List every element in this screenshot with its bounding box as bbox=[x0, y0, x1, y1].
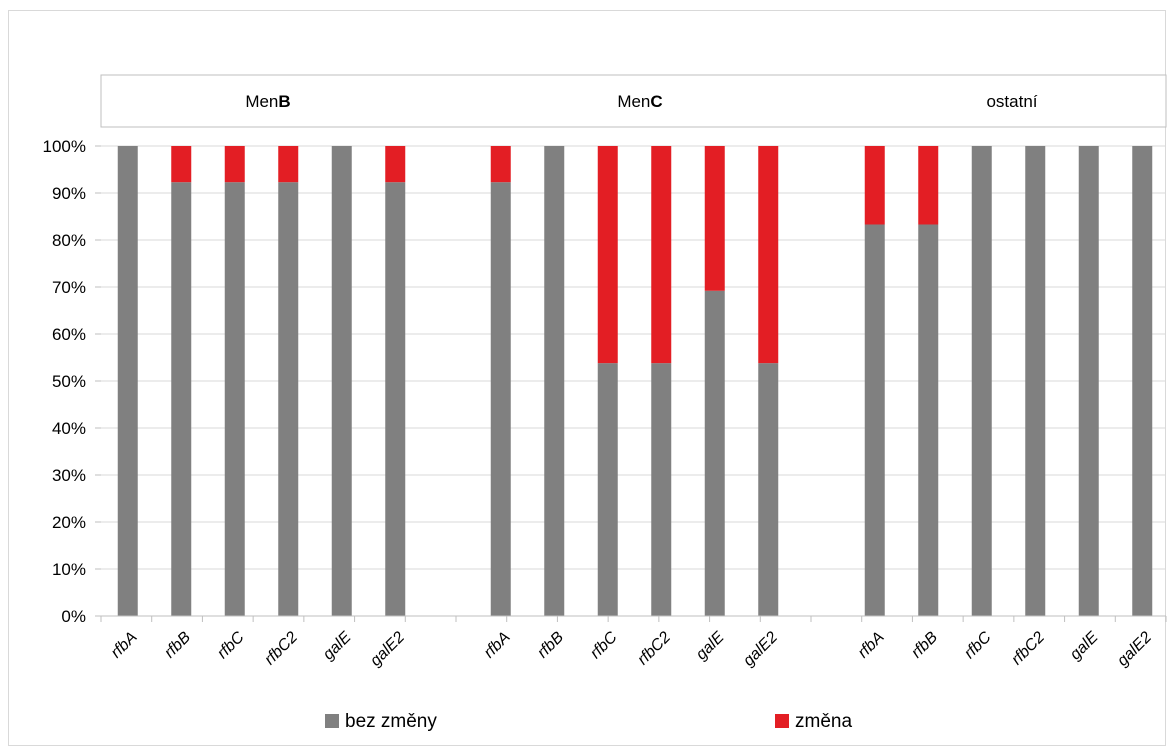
x-tick-label: rfbC2 bbox=[261, 629, 301, 669]
bar-bez-zmeny bbox=[331, 146, 352, 616]
x-tick-label: rfbC2 bbox=[1008, 629, 1048, 669]
bar-bez-zmeny bbox=[651, 363, 672, 616]
bar-bez-zmeny bbox=[490, 182, 511, 616]
y-tick-label: 90% bbox=[52, 184, 86, 203]
y-tick-label: 60% bbox=[52, 325, 86, 344]
bar-bez-zmeny bbox=[171, 182, 192, 616]
x-tick-label: rfbC2 bbox=[634, 629, 674, 669]
bar-zmena bbox=[918, 146, 939, 225]
group-label-1: MenB bbox=[245, 92, 290, 111]
y-tick-label: 10% bbox=[52, 560, 86, 579]
bar-bez-zmeny bbox=[758, 363, 779, 616]
bar-bez-zmeny bbox=[1025, 146, 1046, 616]
bar-bez-zmeny bbox=[971, 146, 992, 616]
bar-bez-zmeny bbox=[117, 146, 138, 616]
x-tick-label: galE2 bbox=[740, 629, 781, 670]
x-tick-label: rfbC bbox=[587, 628, 621, 662]
bar-zmena bbox=[171, 146, 192, 183]
bar-zmena bbox=[864, 146, 885, 225]
legend: bez změny změna bbox=[325, 711, 852, 732]
bar-zmena bbox=[758, 146, 779, 364]
bar-bez-zmeny bbox=[597, 363, 618, 616]
y-tick-label: 40% bbox=[52, 419, 86, 438]
bar-bez-zmeny bbox=[1132, 146, 1153, 616]
x-tick-label: rfbA bbox=[108, 629, 141, 662]
x-tick-label: rfbA bbox=[855, 629, 888, 662]
x-tick-label: galE2 bbox=[1114, 629, 1155, 670]
y-tick-label: 30% bbox=[52, 466, 86, 485]
x-tick-label: rfbC bbox=[961, 628, 995, 662]
bar-zmena bbox=[385, 146, 406, 183]
chart-frame bbox=[8, 10, 1166, 746]
x-tick-label: galE bbox=[320, 629, 355, 664]
x-tick-label: galE2 bbox=[367, 629, 408, 670]
bar-bez-zmeny bbox=[704, 290, 725, 616]
y-axis-ticks: 0% 10% 20% 30% 40% 50% 60% 70% 80% 90% 100% bbox=[43, 137, 101, 626]
legend-swatch bbox=[325, 714, 339, 728]
bar-zmena bbox=[651, 146, 672, 364]
bar-bez-zmeny bbox=[864, 224, 885, 617]
x-tick-label: galE bbox=[693, 629, 728, 664]
x-tick-label: rfbA bbox=[481, 629, 514, 662]
bar-bez-zmeny bbox=[544, 146, 565, 616]
y-tick-label: 80% bbox=[52, 231, 86, 250]
y-tick-label: 100% bbox=[43, 137, 86, 156]
x-tick-label: rfbB bbox=[161, 629, 194, 662]
group-label-2: MenC bbox=[617, 92, 662, 111]
bar-bez-zmeny bbox=[918, 224, 939, 617]
bar-zmena bbox=[490, 146, 511, 183]
y-tick-label: 20% bbox=[52, 513, 86, 532]
bar-zmena bbox=[597, 146, 618, 364]
bar-bez-zmeny bbox=[278, 182, 299, 616]
y-tick-label: 0% bbox=[61, 607, 86, 626]
x-tick-label: rfbB bbox=[908, 629, 941, 662]
x-tick-label: rfbB bbox=[534, 629, 567, 662]
x-tick-label: rfbC bbox=[214, 628, 248, 662]
gridlines bbox=[101, 145, 1166, 617]
bar-zmena bbox=[224, 146, 245, 183]
group-label-3: ostatní bbox=[986, 92, 1037, 111]
group-header-box bbox=[100, 74, 1167, 128]
bars bbox=[117, 146, 1153, 617]
bar-zmena bbox=[278, 146, 299, 183]
bar-bez-zmeny bbox=[224, 182, 245, 616]
x-tick-label: galE bbox=[1067, 629, 1102, 664]
legend-label: bez změny bbox=[345, 711, 437, 732]
legend-label: změna bbox=[795, 711, 852, 732]
bar-zmena bbox=[704, 146, 725, 291]
legend-swatch bbox=[775, 714, 789, 728]
bar-bez-zmeny bbox=[1078, 146, 1099, 616]
group-header: MenB MenC ostatní bbox=[100, 74, 1167, 128]
y-tick-label: 70% bbox=[52, 278, 86, 297]
x-axis: rfbA rfbB rfbC rfbC2 galE galE2 rfbA rfbB rfbC rf… bbox=[100, 615, 1167, 670]
y-tick-label: 50% bbox=[52, 372, 86, 391]
bar-bez-zmeny bbox=[385, 182, 406, 616]
